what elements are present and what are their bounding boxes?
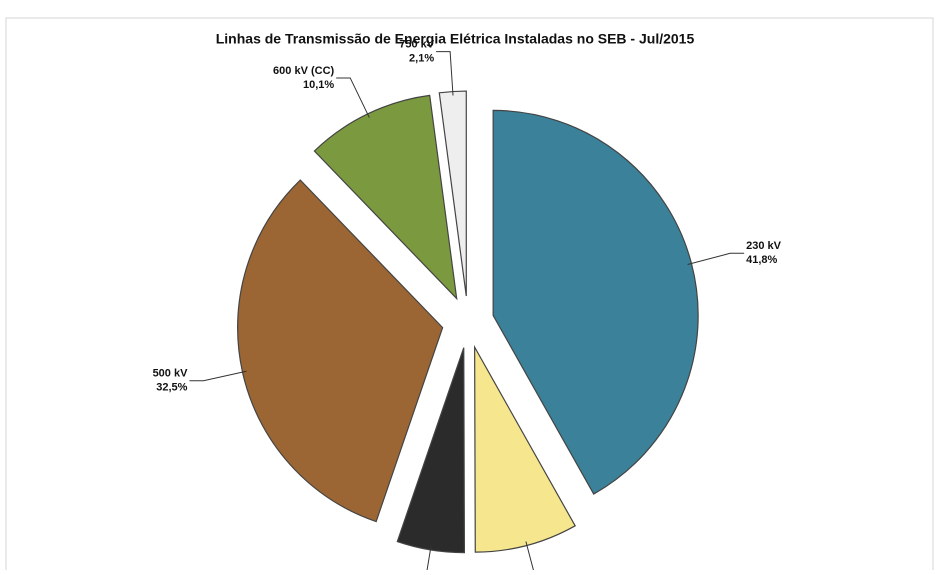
leader-line [336,77,370,118]
leader-line [687,252,745,265]
leader-line [189,370,247,382]
leader-line [525,541,536,575]
slice-label: 230 kV [746,240,782,252]
chart-frame [5,17,934,575]
slice-value-label: 10,1% [303,79,334,91]
slice-label: 500 kV [153,368,189,380]
leader-line [436,51,454,96]
leader-line [425,545,432,575]
slice-value-label: 32,5% [156,382,187,394]
slice-value-label: 2,1% [409,52,434,64]
slice-value-label: 41,8% [746,254,777,266]
chart-title: Linhas de Transmissão de Energia Elétric… [216,31,695,47]
slice-label: 600 kV (CC) [273,65,334,77]
slice-label: 750 kV [399,38,435,50]
